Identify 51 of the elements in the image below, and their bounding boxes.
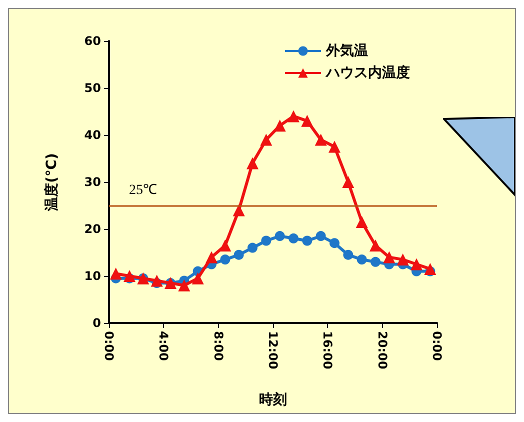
point: [150, 274, 163, 287]
point: [192, 272, 204, 284]
point: [234, 250, 244, 260]
point: [219, 239, 232, 252]
point: [396, 254, 409, 266]
point: [178, 279, 190, 292]
point: [274, 231, 285, 242]
point: [314, 134, 327, 146]
point: [220, 254, 230, 265]
x-tick-label: 0:00: [102, 331, 116, 361]
ref-line-label: 25℃: [129, 183, 157, 198]
point: [383, 251, 396, 264]
point: [410, 258, 422, 270]
point: [288, 110, 300, 122]
x-tick-label: 4:00: [156, 331, 171, 361]
y-tick-label: 50: [84, 81, 101, 95]
point: [302, 236, 312, 246]
point: [232, 204, 245, 216]
point: [356, 254, 367, 265]
y-tick-label: 20: [84, 222, 101, 236]
point: [356, 216, 368, 228]
y-tick-label: 10: [84, 269, 101, 283]
point: [316, 231, 326, 242]
point: [328, 140, 340, 153]
x-axis-title: 時刻: [259, 391, 287, 408]
point: [288, 233, 298, 244]
point: [342, 176, 354, 188]
y-tick-label: 60: [84, 34, 101, 48]
point: [330, 238, 340, 248]
point: [424, 262, 436, 275]
point: [206, 251, 218, 264]
x-tick-label: 0:00: [430, 331, 444, 361]
y-tick-label: 30: [84, 175, 101, 189]
point: [301, 114, 314, 127]
y-tick-label: 0: [92, 316, 101, 330]
point: [261, 236, 272, 246]
point: [370, 256, 380, 267]
point: [260, 134, 272, 146]
x-tick-label: 12:00: [266, 331, 280, 370]
x-tick-label: 20:00: [375, 331, 390, 370]
y-axis-title: 温度(℃): [43, 153, 60, 212]
point: [370, 239, 382, 252]
legend-label: 外気温: [325, 43, 368, 59]
point: [248, 242, 258, 253]
y-tick-label: 40: [84, 128, 101, 142]
x-tick-label: 16:00: [320, 331, 335, 370]
point: [110, 268, 122, 280]
legend-label: ハウス内温度: [325, 64, 410, 81]
point: [246, 157, 258, 170]
point: [343, 250, 354, 260]
x-tick-label: 8:00: [211, 331, 226, 361]
